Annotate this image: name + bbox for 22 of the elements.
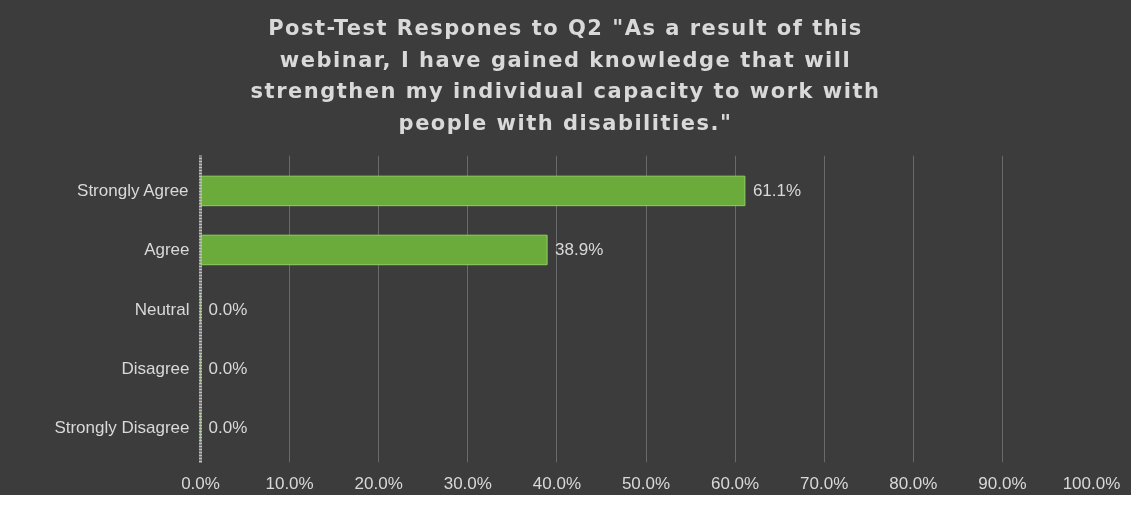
x-tick-label: 30.0%	[443, 473, 492, 493]
x-tick-label: 70.0%	[800, 473, 849, 493]
x-tick-label: 60.0%	[711, 473, 760, 493]
y-tick-label: Strongly Agree	[77, 181, 189, 201]
x-tick-label: 0.0%	[181, 473, 220, 493]
data-label: 0.0%	[208, 417, 248, 437]
chart-title: Post-Test Respones to Q2 "As a result of this webinar, I have gained knowledge that will strengthen my individual capacity to work with people with disabilities."	[249, 15, 882, 137]
data-label: 38.9%	[555, 240, 604, 260]
data-label: 0.0%	[208, 299, 248, 319]
data-label: 61.1%	[752, 181, 802, 201]
x-tick-label: 50.0%	[621, 473, 671, 493]
x-tick-label: 90.0%	[978, 473, 1027, 493]
y-tick-label: Neutral	[134, 299, 190, 319]
data-label: 0.0%	[208, 358, 248, 378]
x-tick-label: 100.0%	[1062, 473, 1121, 493]
x-tick-label: 40.0%	[532, 473, 581, 493]
y-tick-label: Agree	[144, 240, 190, 260]
x-tick-label: 20.0%	[354, 473, 403, 493]
x-tick-label: 10.0%	[265, 473, 314, 493]
x-tick-label: 80.0%	[889, 473, 938, 493]
y-tick-label: Disagree	[121, 358, 190, 378]
y-tick-label: Strongly Disagree	[54, 417, 190, 437]
